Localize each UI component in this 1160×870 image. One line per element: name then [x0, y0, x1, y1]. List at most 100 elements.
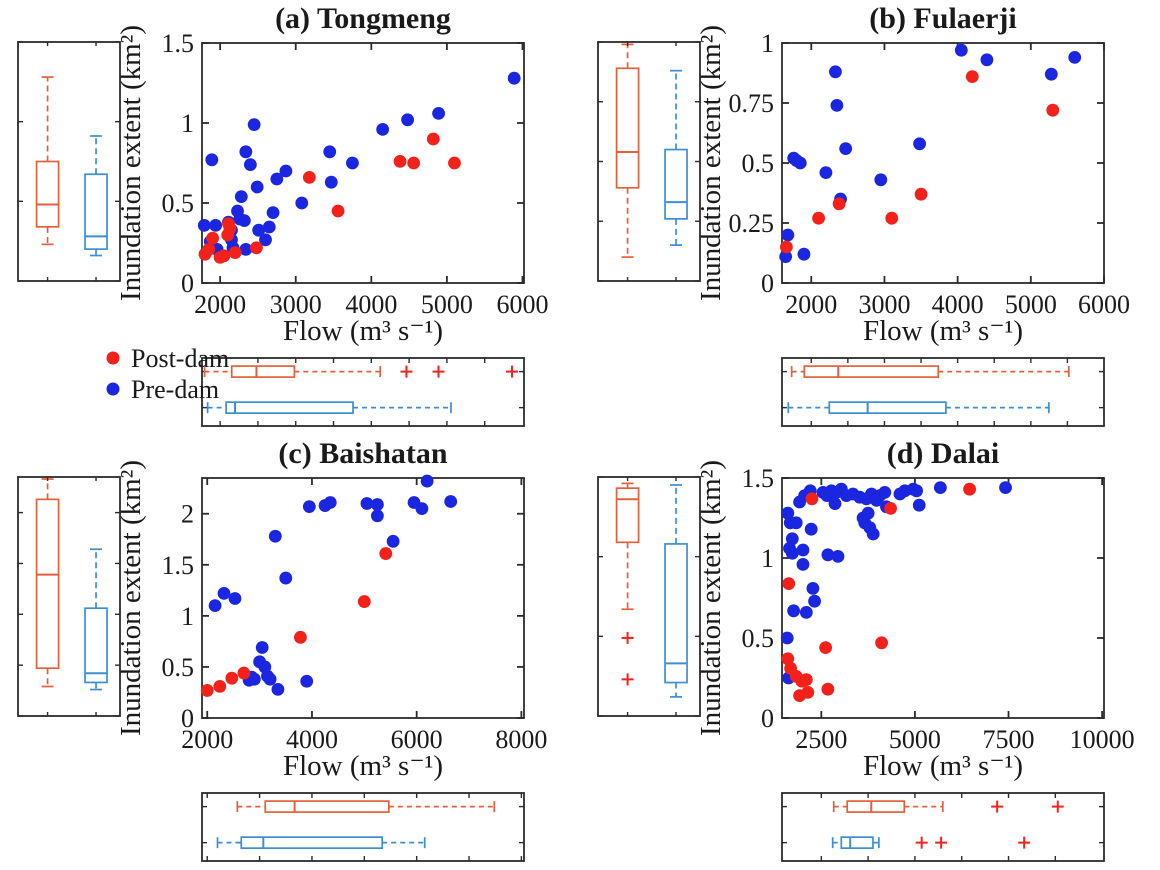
- flow-outlier-mark: [400, 365, 413, 378]
- scatter-point-pre: [208, 599, 222, 613]
- scatter-point-pre: [271, 683, 285, 696]
- scatter-point-pre: [829, 65, 842, 79]
- scatter-point-post: [200, 684, 214, 697]
- scatter-point-pre: [432, 107, 445, 120]
- x-tick-label: 10000: [1070, 725, 1135, 754]
- scatter-point-pre: [796, 558, 810, 571]
- scatter-point-pre: [819, 166, 833, 180]
- y-tick-label: 0.5: [742, 149, 775, 178]
- scatter-axes-box: [201, 42, 525, 284]
- scatter-point-pre: [370, 498, 384, 511]
- flow-boxplot-pre: [216, 836, 426, 849]
- flow-boxplot-axes: [201, 792, 525, 862]
- y-tick-label: 2: [181, 500, 194, 529]
- scatter-point-pre: [806, 582, 820, 595]
- y-tick-label: 1.5: [162, 551, 195, 580]
- scatter-point-post: [779, 240, 793, 254]
- x-tick-label: 6000: [496, 290, 548, 319]
- scatter-point-post: [914, 187, 928, 201]
- x-axis-label: Flow (m³ s⁻¹): [283, 315, 443, 347]
- scatter-point-post: [819, 641, 833, 654]
- extent-boxplot-axes: [597, 476, 701, 717]
- legend-marker-pre-dam: [106, 382, 120, 396]
- scatter-point-post: [225, 671, 239, 685]
- scatter-point-pre: [861, 506, 875, 520]
- scatter-point-post: [799, 673, 813, 686]
- scatter-point-pre: [255, 641, 269, 654]
- scatter-point-post: [250, 241, 263, 255]
- extent-boxplot-axes: [17, 41, 121, 282]
- flow-boxplot-pre: [206, 401, 452, 414]
- scatter-point-pre: [1044, 67, 1058, 81]
- scatter-point-pre: [360, 497, 374, 510]
- panel-title: (d) Dalai: [887, 437, 1000, 470]
- scatter-point-pre: [415, 502, 429, 516]
- scatter-point-pre: [259, 233, 272, 247]
- scatter-point-pre: [228, 592, 242, 605]
- scatter-point-post: [1046, 103, 1060, 117]
- scatter-point-post: [223, 222, 237, 236]
- scatter-point-pre: [828, 497, 842, 510]
- y-tick-label: 1: [761, 29, 774, 58]
- y-tick-label: 0: [761, 704, 774, 733]
- x-tick-label: 6000: [391, 725, 443, 754]
- scatter-point-pre: [980, 53, 994, 67]
- scatter-point-pre: [300, 674, 314, 688]
- scatter-point-pre: [780, 631, 794, 645]
- scatter-point-post: [379, 547, 393, 560]
- flow-boxplot-post: [203, 365, 382, 378]
- scatter-point-pre: [444, 495, 458, 508]
- scatter-point-pre: [252, 223, 266, 237]
- flow-boxplot-axes: [781, 792, 1105, 862]
- extent-boxplot-pre: [84, 135, 108, 257]
- scatter-point-pre: [376, 122, 390, 136]
- y-tick-label: 1: [181, 109, 194, 138]
- x-tick-label: 5000: [889, 725, 941, 754]
- flow-boxplot-pre: [787, 401, 1050, 414]
- flow-outlier-mark: [1018, 836, 1031, 849]
- flow-outlier-mark: [991, 800, 1004, 813]
- y-tick-label: 0: [761, 269, 774, 298]
- scatter-axes-box: [201, 477, 525, 719]
- scatter-point-pre: [239, 145, 253, 159]
- extent-boxplot-axes: [17, 476, 121, 717]
- scatter-point-pre: [779, 250, 793, 263]
- flow-outlier-mark: [915, 836, 928, 849]
- scatter-point-post: [217, 249, 231, 263]
- scatter-point-post: [963, 482, 976, 496]
- scatter-point-pre: [781, 228, 795, 242]
- x-tick-label: 3000: [270, 290, 322, 319]
- legend-label-post-dam: Post-dam: [131, 344, 229, 373]
- extent-boxplot-pre: [84, 548, 108, 691]
- flow-boxplot-post: [236, 800, 496, 813]
- scatter-point-pre: [302, 500, 316, 513]
- extent-boxplot-post: [615, 43, 640, 258]
- scatter-point-pre: [1068, 51, 1082, 64]
- scatter-point-pre: [279, 571, 293, 585]
- scatter-point-pre: [247, 118, 261, 131]
- extent-boxplot-pre: [664, 484, 688, 698]
- x-tick-label: 3000: [858, 290, 910, 319]
- scatter-point-pre: [239, 243, 253, 256]
- scatter-point-pre: [804, 522, 818, 536]
- y-tick-label: 0: [181, 704, 194, 733]
- scatter-point-pre: [839, 142, 853, 156]
- scatter-point-pre: [247, 672, 261, 686]
- x-tick-label: 2000: [194, 290, 246, 319]
- scatter-point-pre: [209, 219, 223, 232]
- flow-boxplot-axes: [201, 357, 525, 427]
- scatter-point-pre: [999, 481, 1012, 494]
- scatter-point-pre: [797, 247, 811, 261]
- scatter-point-post: [206, 231, 219, 245]
- scatter-point-post: [781, 652, 795, 666]
- scatter-point-post: [782, 577, 796, 590]
- scatter-point-pre: [785, 532, 799, 546]
- y-tick-label: 0.25: [729, 209, 775, 238]
- extent-boxplot-post: [35, 76, 60, 246]
- scatter-point-pre: [866, 527, 880, 541]
- scatter-point-pre: [270, 172, 284, 186]
- y-tick-label: 1.5: [742, 464, 775, 493]
